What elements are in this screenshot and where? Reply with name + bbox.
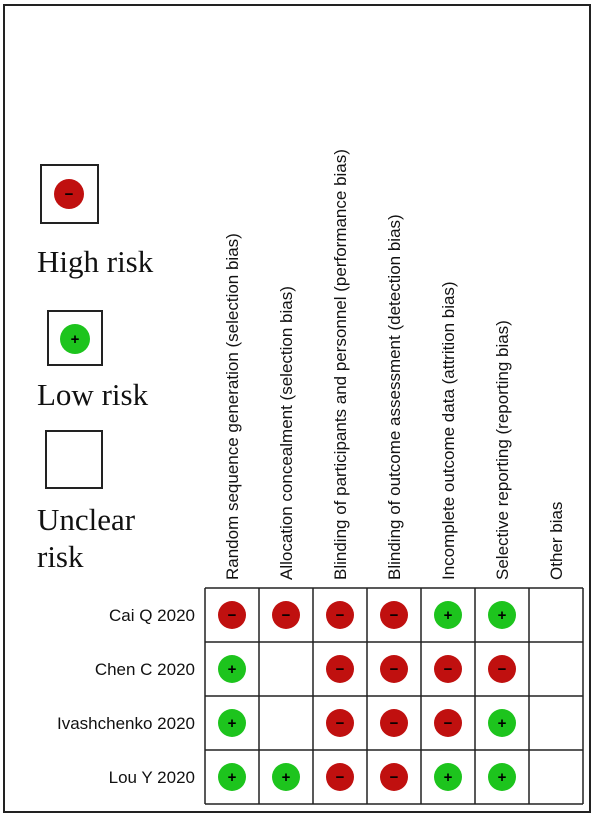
low-risk-symbol: + bbox=[228, 769, 237, 786]
low-risk-symbol: + bbox=[444, 769, 453, 786]
legend-low-risk-icon bbox=[60, 324, 90, 354]
legend-unclear-risk-label-line1: Unclear bbox=[37, 502, 136, 537]
column-header: Blinding of participants and personnel (… bbox=[331, 149, 350, 580]
low-risk-symbol: + bbox=[498, 769, 507, 786]
low-risk-icon bbox=[218, 763, 246, 791]
high-risk-icon bbox=[488, 655, 516, 683]
column-header: Other bias bbox=[547, 502, 566, 580]
legend: − High risk + Low risk Unclear risk bbox=[37, 164, 154, 574]
column-header: Selective reporting (reporting bias) bbox=[493, 320, 512, 580]
column-header: Blinding of outcome assessment (detectio… bbox=[385, 214, 404, 580]
low-risk-icon bbox=[218, 709, 246, 737]
high-risk-icon bbox=[326, 763, 354, 791]
legend-high-box bbox=[40, 164, 99, 224]
high-risk-icon bbox=[326, 709, 354, 737]
high-risk-symbol: − bbox=[336, 715, 345, 732]
high-risk-icon bbox=[434, 709, 462, 737]
low-risk-icon bbox=[434, 601, 462, 629]
high-risk-icon bbox=[434, 655, 462, 683]
high-risk-symbol: − bbox=[282, 607, 291, 624]
study-label: Ivashchenko 2020 bbox=[57, 714, 195, 733]
high-risk-symbol: − bbox=[228, 607, 237, 624]
legend-low-box bbox=[47, 310, 103, 366]
high-risk-symbol: − bbox=[390, 661, 399, 678]
low-risk-icon bbox=[272, 763, 300, 791]
high-risk-symbol: − bbox=[336, 769, 345, 786]
column-header: Incomplete outcome data (attrition bias) bbox=[439, 281, 458, 580]
low-risk-icon bbox=[434, 763, 462, 791]
high-risk-icon bbox=[380, 655, 408, 683]
low-risk-symbol: + bbox=[498, 607, 507, 624]
low-risk-symbol: + bbox=[228, 661, 237, 678]
high-risk-symbol: − bbox=[498, 661, 507, 678]
high-risk-icon bbox=[380, 763, 408, 791]
high-risk-icon bbox=[326, 655, 354, 683]
high-risk-icon bbox=[218, 601, 246, 629]
row-labels: Cai Q 2020 Chen C 2020 Ivashchenko 2020 Lou… bbox=[57, 606, 195, 787]
legend-high-symbol: − bbox=[65, 186, 74, 203]
low-risk-symbol: + bbox=[282, 769, 291, 786]
low-risk-symbol: + bbox=[498, 715, 507, 732]
column-headers: Random sequence generation (selection bi… bbox=[223, 149, 566, 580]
high-risk-symbol: − bbox=[336, 607, 345, 624]
legend-low-risk-label: Low risk bbox=[37, 377, 149, 412]
legend-low-symbol: + bbox=[71, 331, 80, 348]
high-risk-icon bbox=[326, 601, 354, 629]
column-header: Random sequence generation (selection bi… bbox=[223, 233, 242, 580]
low-risk-icon bbox=[488, 763, 516, 791]
study-label: Chen C 2020 bbox=[95, 660, 195, 679]
high-risk-icon bbox=[380, 709, 408, 737]
low-risk-symbol: + bbox=[228, 715, 237, 732]
high-risk-icon bbox=[272, 601, 300, 629]
legend-high-risk-label: High risk bbox=[37, 244, 154, 279]
study-label: Lou Y 2020 bbox=[109, 768, 195, 787]
low-risk-icon bbox=[488, 601, 516, 629]
low-risk-symbol: + bbox=[444, 607, 453, 624]
legend-unclear-box bbox=[45, 430, 103, 489]
column-header: Allocation concealment (selection bias) bbox=[277, 286, 296, 580]
rating-marks: − − − − + + + − − − − + − − − + + + − − + + bbox=[218, 601, 516, 791]
high-risk-symbol: − bbox=[390, 769, 399, 786]
legend-high-risk-icon bbox=[54, 179, 84, 209]
low-risk-icon bbox=[488, 709, 516, 737]
rating-grid bbox=[204, 587, 584, 805]
high-risk-symbol: − bbox=[336, 661, 345, 678]
high-risk-symbol: − bbox=[444, 661, 453, 678]
study-label: Cai Q 2020 bbox=[109, 606, 195, 625]
low-risk-icon bbox=[218, 655, 246, 683]
high-risk-symbol: − bbox=[444, 715, 453, 732]
high-risk-icon bbox=[380, 601, 408, 629]
high-risk-symbol: − bbox=[390, 715, 399, 732]
legend-unclear-risk-label-line2: risk bbox=[37, 539, 84, 574]
high-risk-symbol: − bbox=[390, 607, 399, 624]
